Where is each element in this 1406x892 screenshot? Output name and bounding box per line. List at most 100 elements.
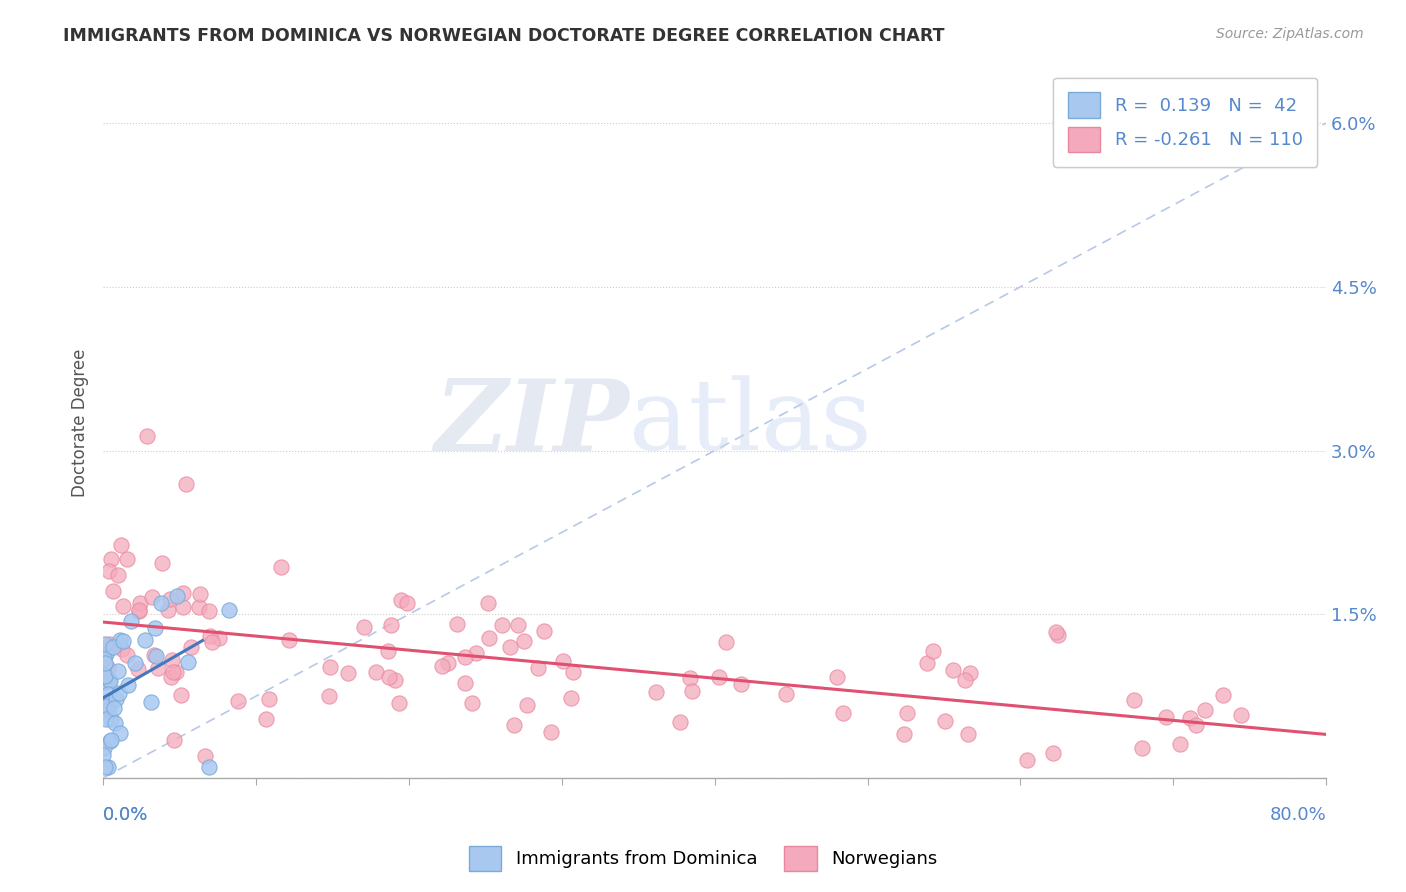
Point [257, 691, 280, 706]
Point [478, 632, 501, 646]
Point [143, 648, 166, 662]
Point [942, 663, 965, 677]
Point [145, 649, 167, 664]
Point [477, 595, 499, 609]
Point [533, 624, 555, 639]
Point [508, 617, 530, 632]
Y-axis label: Doctorate Degree: Doctorate Degree [72, 349, 89, 498]
Point [94, 669, 117, 683]
Point [353, 620, 375, 634]
Point [166, 589, 188, 603]
Point [110, 538, 132, 552]
Point [1122, 693, 1144, 707]
Point [436, 656, 458, 670]
Point [97, 695, 120, 709]
Point [1045, 624, 1067, 639]
Point [188, 587, 211, 601]
Point [679, 671, 702, 685]
Point [1229, 707, 1251, 722]
Point [97, 673, 120, 687]
Point [516, 698, 538, 712]
Point [319, 660, 342, 674]
Point [465, 646, 488, 660]
Point [105, 692, 128, 706]
Point [170, 688, 193, 702]
Point [108, 632, 131, 647]
Point [446, 616, 468, 631]
Point [1212, 688, 1234, 702]
Point [107, 568, 129, 582]
Point [956, 727, 979, 741]
Point [128, 602, 150, 616]
Point [922, 644, 945, 658]
Point [366, 665, 388, 680]
Point [208, 631, 231, 645]
Point [194, 749, 217, 764]
Point [162, 665, 184, 679]
Point [115, 552, 138, 566]
Point [143, 621, 166, 635]
Point [120, 615, 142, 629]
Point [200, 629, 222, 643]
Point [896, 706, 918, 720]
Legend: Immigrants from Dominica, Norwegians: Immigrants from Dominica, Norwegians [461, 838, 945, 879]
Point [527, 660, 550, 674]
Text: ZIP: ZIP [434, 375, 628, 472]
Point [107, 686, 129, 700]
Point [159, 591, 181, 606]
Point [157, 603, 180, 617]
Point [1185, 718, 1208, 732]
Point [499, 640, 522, 655]
Point [97, 687, 120, 701]
Point [177, 655, 200, 669]
Point [98, 564, 121, 578]
Point [96, 712, 118, 726]
Point [188, 599, 211, 614]
Point [110, 641, 132, 656]
Text: 0.0%: 0.0% [103, 806, 149, 824]
Point [93, 668, 115, 682]
Point [226, 694, 249, 708]
Point [714, 635, 737, 649]
Point [1042, 746, 1064, 760]
Point [953, 673, 976, 687]
Point [377, 644, 399, 658]
Point [103, 700, 125, 714]
Point [430, 659, 453, 673]
Point [128, 603, 150, 617]
Point [172, 599, 194, 614]
Point [387, 696, 409, 710]
Text: 0.0%: 0.0% [103, 806, 149, 824]
Point [553, 654, 575, 668]
Point [337, 665, 360, 680]
Point [1154, 710, 1177, 724]
Point [165, 665, 187, 680]
Point [460, 696, 482, 710]
Point [832, 706, 855, 720]
Point [100, 734, 122, 748]
Point [124, 657, 146, 671]
Point [959, 665, 981, 680]
Point [707, 670, 730, 684]
Point [270, 560, 292, 574]
Point [146, 661, 169, 675]
Text: 80.0%: 80.0% [1270, 806, 1326, 824]
Point [560, 691, 582, 706]
Point [101, 640, 124, 654]
Point [94, 647, 117, 661]
Point [97, 661, 120, 675]
Point [100, 637, 122, 651]
Point [218, 603, 240, 617]
Point [503, 717, 526, 731]
Point [730, 677, 752, 691]
Point [318, 690, 340, 704]
Point [150, 557, 173, 571]
Point [93, 760, 115, 774]
Point [108, 726, 131, 740]
Point [561, 665, 583, 679]
Point [380, 617, 402, 632]
Point [775, 687, 797, 701]
Point [93, 674, 115, 689]
Point [934, 714, 956, 728]
Point [377, 669, 399, 683]
